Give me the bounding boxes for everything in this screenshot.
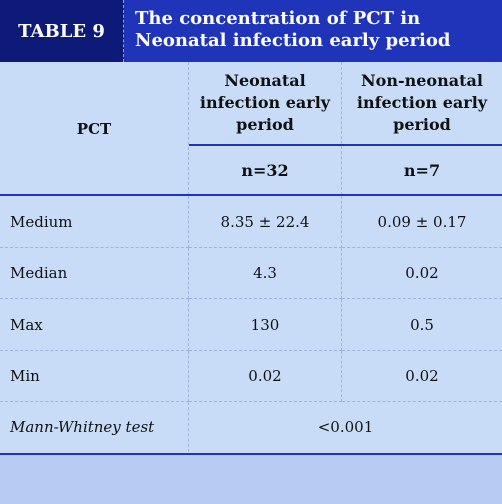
header-bottom-line [0, 194, 502, 196]
column-n-neonatal: n=32 [189, 146, 342, 195]
row-label-min: Min [0, 351, 189, 402]
column-header-neonatal: Neonatal infection early period [189, 62, 342, 144]
table-title: The concentration of PCT in Neonatal inf… [124, 0, 502, 62]
row-label-median: Median [0, 248, 189, 299]
row-label-medium: Medium [0, 196, 189, 248]
cell-max-neonatal: 130 [189, 299, 342, 351]
cell-median-neonatal: 4.3 [189, 248, 342, 299]
table-header-bar: TABLE 9 The concentration of PCT in Neon… [0, 0, 502, 62]
cell-min-neonatal: 0.02 [189, 351, 342, 402]
row-header-label: PCT [0, 62, 189, 195]
cell-min-non-neonatal: 0.02 [342, 351, 502, 402]
row-label-test: Mann-Whitney test [0, 402, 189, 452]
cell-test-value: <0.001 [317, 418, 374, 436]
table-footer-band [0, 453, 502, 504]
column-header-non-neonatal: Non-neonatal infection early period [356, 71, 488, 134]
cell-medium-non-neonatal: 0.09 ± 0.17 [342, 196, 502, 248]
cell-medium-neonatal: 8.35 ± 22.4 [189, 196, 342, 248]
column-n-non-neonatal: n=7 [403, 161, 441, 180]
table-number-tag: TABLE 9 [0, 0, 124, 62]
cell-max-non-neonatal: 0.5 [342, 299, 502, 351]
row-label-max: Max [0, 299, 189, 351]
cell-median-non-neonatal: 0.02 [342, 248, 502, 299]
header-divider-line [189, 144, 502, 146]
